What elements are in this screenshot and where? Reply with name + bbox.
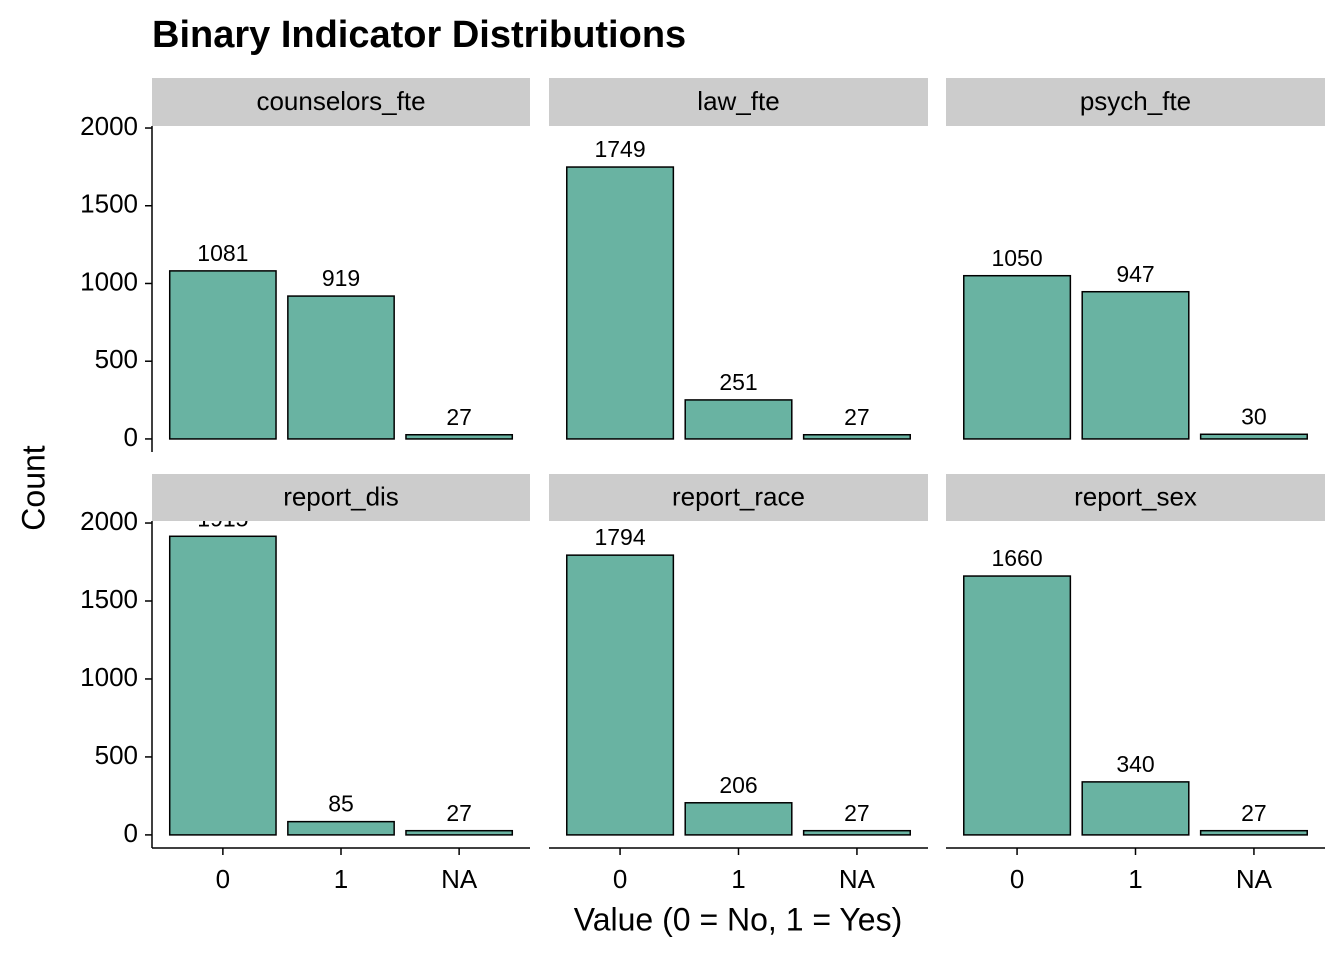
strip	[152, 474, 530, 521]
x-tick-label: NA	[441, 864, 478, 894]
bar	[802, 829, 911, 836]
y-tick-label: 2000	[80, 506, 138, 536]
bar	[1081, 781, 1190, 836]
value-label: 1660	[991, 545, 1042, 571]
bar	[1199, 829, 1308, 836]
strip	[549, 78, 928, 126]
bar	[566, 554, 675, 836]
strip	[152, 78, 530, 126]
value-label: 919	[322, 265, 360, 291]
bar	[405, 433, 514, 440]
bar	[566, 166, 675, 440]
strip-label: law_fte	[697, 86, 779, 116]
x-tick-label: 0	[216, 864, 230, 894]
y-tick-label: 500	[95, 344, 138, 374]
x-axis-title: Value (0 = No, 1 = Yes)	[574, 901, 903, 937]
value-label: 27	[446, 404, 472, 430]
bar	[684, 802, 793, 836]
bar	[168, 270, 277, 440]
value-label: 27	[1241, 800, 1267, 826]
bar	[963, 575, 1072, 836]
bar	[802, 433, 911, 440]
y-tick-label: 0	[124, 422, 138, 452]
y-tick-label: 1500	[80, 584, 138, 614]
value-label: 1794	[594, 524, 645, 550]
strip	[549, 474, 928, 521]
x-tick-label: 1	[334, 864, 348, 894]
bar	[963, 274, 1072, 440]
x-tick-label: NA	[839, 864, 876, 894]
y-tick-label: 1500	[80, 189, 138, 219]
bar	[405, 829, 514, 836]
value-label: 1749	[594, 136, 645, 162]
y-tick-label: 0	[124, 818, 138, 848]
y-tick-label: 2000	[80, 111, 138, 141]
value-label: 947	[1116, 261, 1154, 287]
bar	[287, 820, 395, 836]
bar	[168, 535, 277, 836]
value-label: 206	[719, 772, 757, 798]
y-tick-label: 1000	[80, 662, 138, 692]
bar	[287, 295, 395, 440]
y-tick-label: 500	[95, 740, 138, 770]
strip-label: report_dis	[283, 481, 399, 511]
x-tick-label: 0	[613, 864, 627, 894]
value-label: 1050	[991, 245, 1042, 271]
strip	[946, 78, 1325, 126]
strip-label: counselors_fte	[256, 86, 425, 116]
value-label: 1081	[197, 240, 248, 266]
value-label: 27	[844, 404, 870, 430]
y-axis-title: Count	[15, 445, 51, 531]
x-tick-label: 0	[1010, 864, 1024, 894]
y-tick-label: 1000	[80, 266, 138, 296]
x-tick-label: NA	[1236, 864, 1273, 894]
value-label: 251	[719, 369, 757, 395]
strip-label: report_race	[672, 481, 805, 511]
strip-label: report_sex	[1074, 481, 1197, 511]
chart-title: Binary Indicator Distributions	[152, 14, 686, 56]
bar	[684, 399, 793, 440]
strip-label: psych_fte	[1080, 86, 1191, 116]
value-label: 340	[1116, 751, 1154, 777]
x-tick-label: 1	[1128, 864, 1142, 894]
strip	[946, 474, 1325, 521]
value-label: 27	[844, 800, 870, 826]
value-label: 30	[1241, 403, 1267, 429]
x-tick-label: 1	[731, 864, 745, 894]
value-label: 27	[446, 800, 472, 826]
bar	[1081, 290, 1190, 440]
value-label: 85	[328, 791, 354, 817]
bar	[1199, 433, 1308, 440]
